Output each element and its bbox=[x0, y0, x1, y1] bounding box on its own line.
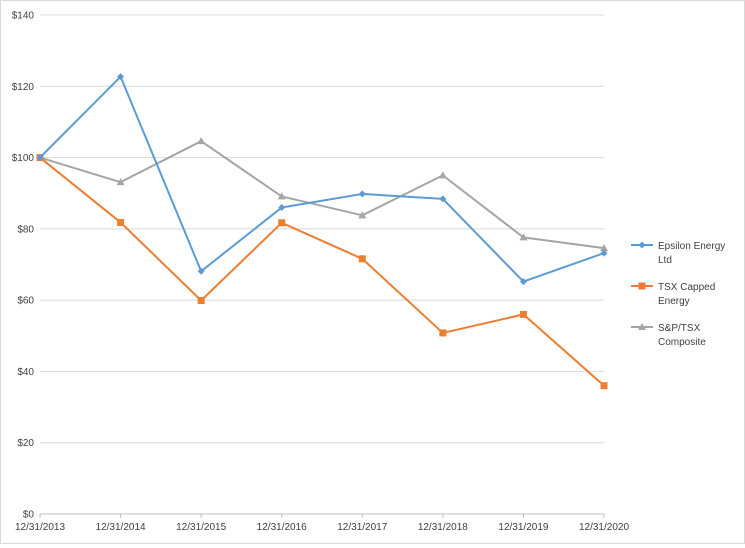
series-line bbox=[39, 75, 605, 283]
data-point-diamond bbox=[519, 278, 527, 286]
series-tsx-capped-energy bbox=[36, 154, 608, 390]
y-tick-label: $60 bbox=[17, 296, 34, 307]
series-group bbox=[36, 73, 608, 390]
x-tick-label: 12/31/2018 bbox=[418, 522, 468, 533]
series-s-p-tsx-composite bbox=[36, 137, 608, 252]
data-point-diamond bbox=[278, 203, 286, 211]
legend-label: Epsilon Energy bbox=[658, 241, 725, 252]
legend-label: Composite bbox=[658, 337, 706, 348]
x-tick-label: 12/31/2014 bbox=[96, 522, 146, 533]
data-point-square bbox=[197, 296, 205, 304]
data-point-triangle bbox=[438, 171, 447, 179]
legend-entry: Epsilon Energy Ltd bbox=[631, 241, 725, 266]
series-line bbox=[39, 156, 605, 387]
data-point-triangle bbox=[197, 137, 206, 145]
data-point-triangle bbox=[638, 323, 646, 330]
data-point-square bbox=[638, 282, 646, 290]
x-tick-label: 12/31/2015 bbox=[176, 522, 226, 533]
x-tick-label: 12/31/2016 bbox=[257, 522, 307, 533]
legend-entry: S&P/TSX Composite bbox=[631, 323, 706, 348]
x-tick-label: 12/31/2017 bbox=[337, 522, 387, 533]
legend-label: TSX Capped bbox=[658, 282, 715, 293]
data-point-square bbox=[117, 218, 125, 226]
y-tick-label: $100 bbox=[12, 153, 35, 164]
legend-label: Ltd bbox=[658, 255, 672, 266]
data-point-diamond bbox=[439, 195, 447, 203]
data-point-diamond bbox=[197, 267, 205, 275]
data-point-diamond bbox=[600, 249, 608, 257]
data-point-square bbox=[519, 310, 527, 318]
data-point-triangle bbox=[116, 178, 125, 186]
x-tick-label: 12/31/2013 bbox=[15, 522, 65, 533]
gridlines bbox=[39, 14, 605, 518]
y-tick-label: $20 bbox=[17, 438, 34, 449]
data-point-diamond bbox=[358, 190, 366, 198]
legend-entry: TSX Capped Energy bbox=[631, 282, 715, 307]
data-point-square bbox=[278, 219, 286, 227]
data-point-square bbox=[358, 255, 366, 263]
data-point-triangle bbox=[600, 244, 608, 252]
legend-label: S&P/TSX bbox=[658, 323, 701, 334]
data-point-square bbox=[439, 329, 447, 337]
y-tick-label: $80 bbox=[17, 224, 34, 235]
x-axis-tick-labels: 12/31/2013 12/31/2014 12/31/2015 12/31/2016… bbox=[15, 522, 629, 533]
data-point-diamond bbox=[36, 154, 44, 162]
y-tick-label: $140 bbox=[12, 11, 35, 22]
data-point-triangle bbox=[519, 233, 528, 241]
x-tick-label: 12/31/2020 bbox=[579, 522, 629, 533]
data-point-square bbox=[600, 382, 608, 390]
legend-label: Energy bbox=[658, 296, 690, 307]
data-point-triangle bbox=[277, 192, 286, 200]
y-tick-label: $120 bbox=[12, 82, 35, 93]
series-line bbox=[39, 140, 605, 250]
series-epsilon-energy-ltd bbox=[36, 73, 608, 286]
data-point-diamond bbox=[117, 73, 125, 81]
x-tick-label: 12/31/2019 bbox=[498, 522, 548, 533]
data-point-triangle bbox=[358, 211, 367, 219]
y-tick-label: $40 bbox=[17, 367, 34, 378]
data-point-diamond bbox=[638, 241, 646, 249]
legend: Epsilon Energy Ltd TSX Capped Energy S&P/TSX… bbox=[631, 241, 725, 348]
y-tick-label: $0 bbox=[23, 510, 35, 521]
y-axis-tick-labels: $0 $20 $40 $60 $80 $100 $120 $140 bbox=[12, 11, 35, 521]
